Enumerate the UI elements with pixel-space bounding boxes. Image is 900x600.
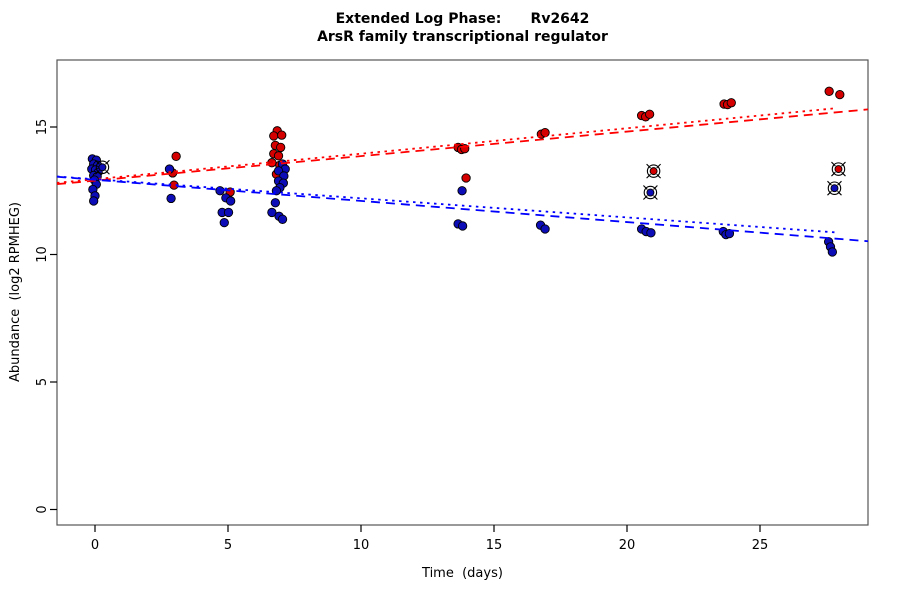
circled-point-cross — [95, 159, 100, 165]
data-point-red-condition — [277, 130, 287, 140]
circled-point-cross — [827, 180, 832, 186]
data-point-blue-condition — [219, 217, 229, 228]
data-point-red-condition — [269, 131, 279, 141]
data-point-blue-condition — [226, 196, 236, 206]
circled-point-ring — [646, 164, 661, 178]
circled-point-cross — [105, 170, 110, 175]
x-tick-label: 25 — [752, 538, 769, 553]
data-point-red-condition — [726, 98, 736, 108]
title-block: Extended Log Phase: Rv2642 ArsR family t… — [57, 10, 868, 46]
circled-point-cross — [95, 170, 100, 175]
plot-frame — [56, 59, 869, 526]
data-point-blue-condition — [724, 228, 735, 239]
x-axis-label: Time (days) — [422, 566, 503, 581]
circled-point-cross — [653, 195, 658, 200]
trend-line-red-fit-dashed — [56, 108, 869, 186]
trend-line-red-fit-dotted — [56, 107, 835, 184]
plot-title: Extended Log Phase: Rv2642 — [335, 11, 590, 27]
circled-point-cross — [646, 163, 651, 169]
circled-point-dot — [834, 165, 843, 174]
x-tick-label: 15 — [486, 538, 503, 553]
data-point-blue-condition — [457, 221, 468, 231]
circled-point-dot — [646, 188, 655, 197]
data-point-blue-condition — [646, 228, 656, 238]
data-point-blue-condition — [540, 224, 550, 234]
trend-line-blue-fit-dashed — [56, 175, 869, 243]
circled-point-cross — [105, 159, 110, 165]
x-tick-label: 0 — [91, 538, 99, 553]
data-point-red-condition — [171, 151, 181, 161]
circled-point-cross — [656, 163, 661, 169]
circled-point-dot — [98, 163, 107, 172]
y-tick-label: 10 — [35, 246, 50, 263]
circled-point-cross — [827, 190, 832, 196]
trend-line-blue-fit-dotted — [56, 175, 835, 234]
circled-point-cross — [841, 161, 846, 167]
circled-point-dot — [830, 184, 839, 193]
circled-point-cross — [831, 171, 836, 177]
circled-point-cross — [656, 173, 661, 179]
circled-point-cross — [837, 190, 842, 196]
data-point-blue-condition — [277, 214, 288, 224]
circled-point-ring — [643, 185, 658, 200]
circled-point-dot — [649, 167, 658, 176]
data-point-red-condition — [824, 86, 834, 96]
circled-point-cross — [643, 195, 648, 200]
x-tick-label: 10 — [353, 538, 370, 553]
circled-point-ring — [831, 162, 846, 176]
circled-point-ring — [827, 181, 842, 195]
circled-point-cross — [646, 173, 651, 179]
circled-point-cross — [841, 171, 846, 177]
circled-point-cross — [831, 161, 836, 167]
y-tick-label: 5 — [35, 378, 50, 386]
data-point-red-condition — [461, 173, 471, 183]
circled-point-cross — [653, 185, 658, 190]
data-point-red-condition — [644, 109, 655, 119]
x-tick-label: 20 — [619, 538, 636, 553]
y-tick-label: 0 — [35, 505, 50, 513]
data-point-blue-condition — [89, 196, 99, 206]
data-point-blue-condition — [270, 198, 280, 208]
data-point-blue-condition — [166, 193, 176, 204]
data-point-blue-condition — [457, 186, 467, 196]
circled-point-cross — [837, 180, 842, 186]
data-point-red-condition — [276, 142, 286, 153]
circled-point-ring — [95, 160, 110, 175]
y-tick-label: 15 — [35, 119, 50, 136]
data-point-blue-condition — [267, 207, 277, 218]
data-point-red-condition — [273, 151, 284, 161]
x-tick-label: 5 — [224, 538, 232, 553]
data-point-red-condition — [835, 89, 845, 100]
data-point-blue-condition — [827, 247, 838, 257]
circled-point-cross — [643, 185, 648, 190]
plot-subtitle: ArsR family transcriptional regulator — [317, 29, 608, 45]
data-point-blue-condition — [223, 207, 234, 218]
